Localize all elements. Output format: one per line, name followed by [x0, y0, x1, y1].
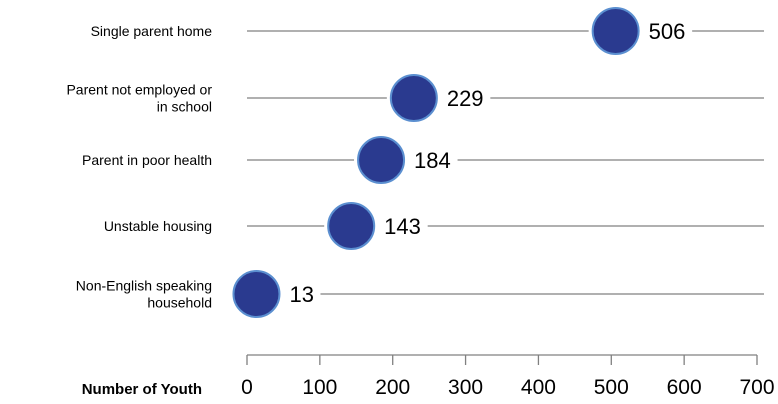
category-label: household: [147, 295, 212, 311]
x-axis-title: Number of Youth: [82, 381, 202, 398]
x-tick-label: 700: [739, 376, 774, 399]
data-value-label: 506: [649, 19, 686, 44]
category-label: Unstable housing: [104, 218, 212, 234]
x-tick-label: 500: [594, 376, 629, 399]
data-point-marker: [232, 270, 281, 318]
x-tick-label: 0: [241, 376, 253, 399]
x-axis: 0 100 200 300 400 500 600 700: [241, 354, 775, 399]
x-tick-label: 200: [375, 376, 410, 399]
data-labels: 506 229 184 143 13: [289, 19, 685, 307]
x-tick-label: 300: [448, 376, 483, 399]
data-value-label: 143: [384, 214, 421, 239]
x-tick-label: 400: [521, 376, 556, 399]
category-label: Parent not employed or: [66, 82, 212, 98]
data-point-marker: [591, 7, 640, 55]
category-label: Single parent home: [91, 23, 213, 39]
category-labels: Single parent home Parent not employed or…: [66, 23, 212, 311]
guide-lines: [247, 30, 764, 295]
data-value-label: 184: [414, 148, 451, 173]
data-point-marker: [327, 202, 376, 250]
data-point-marker: [389, 74, 438, 122]
category-label: Non-English speaking: [76, 278, 212, 294]
category-label: in school: [157, 99, 212, 115]
x-tick-label: 600: [667, 376, 702, 399]
data-value-label: 229: [447, 86, 484, 111]
category-label: Parent in poor health: [82, 152, 212, 168]
data-point-marker: [357, 136, 406, 184]
x-tick-label: 100: [302, 376, 337, 399]
data-value-label: 13: [289, 282, 313, 307]
data-markers: [232, 7, 640, 318]
